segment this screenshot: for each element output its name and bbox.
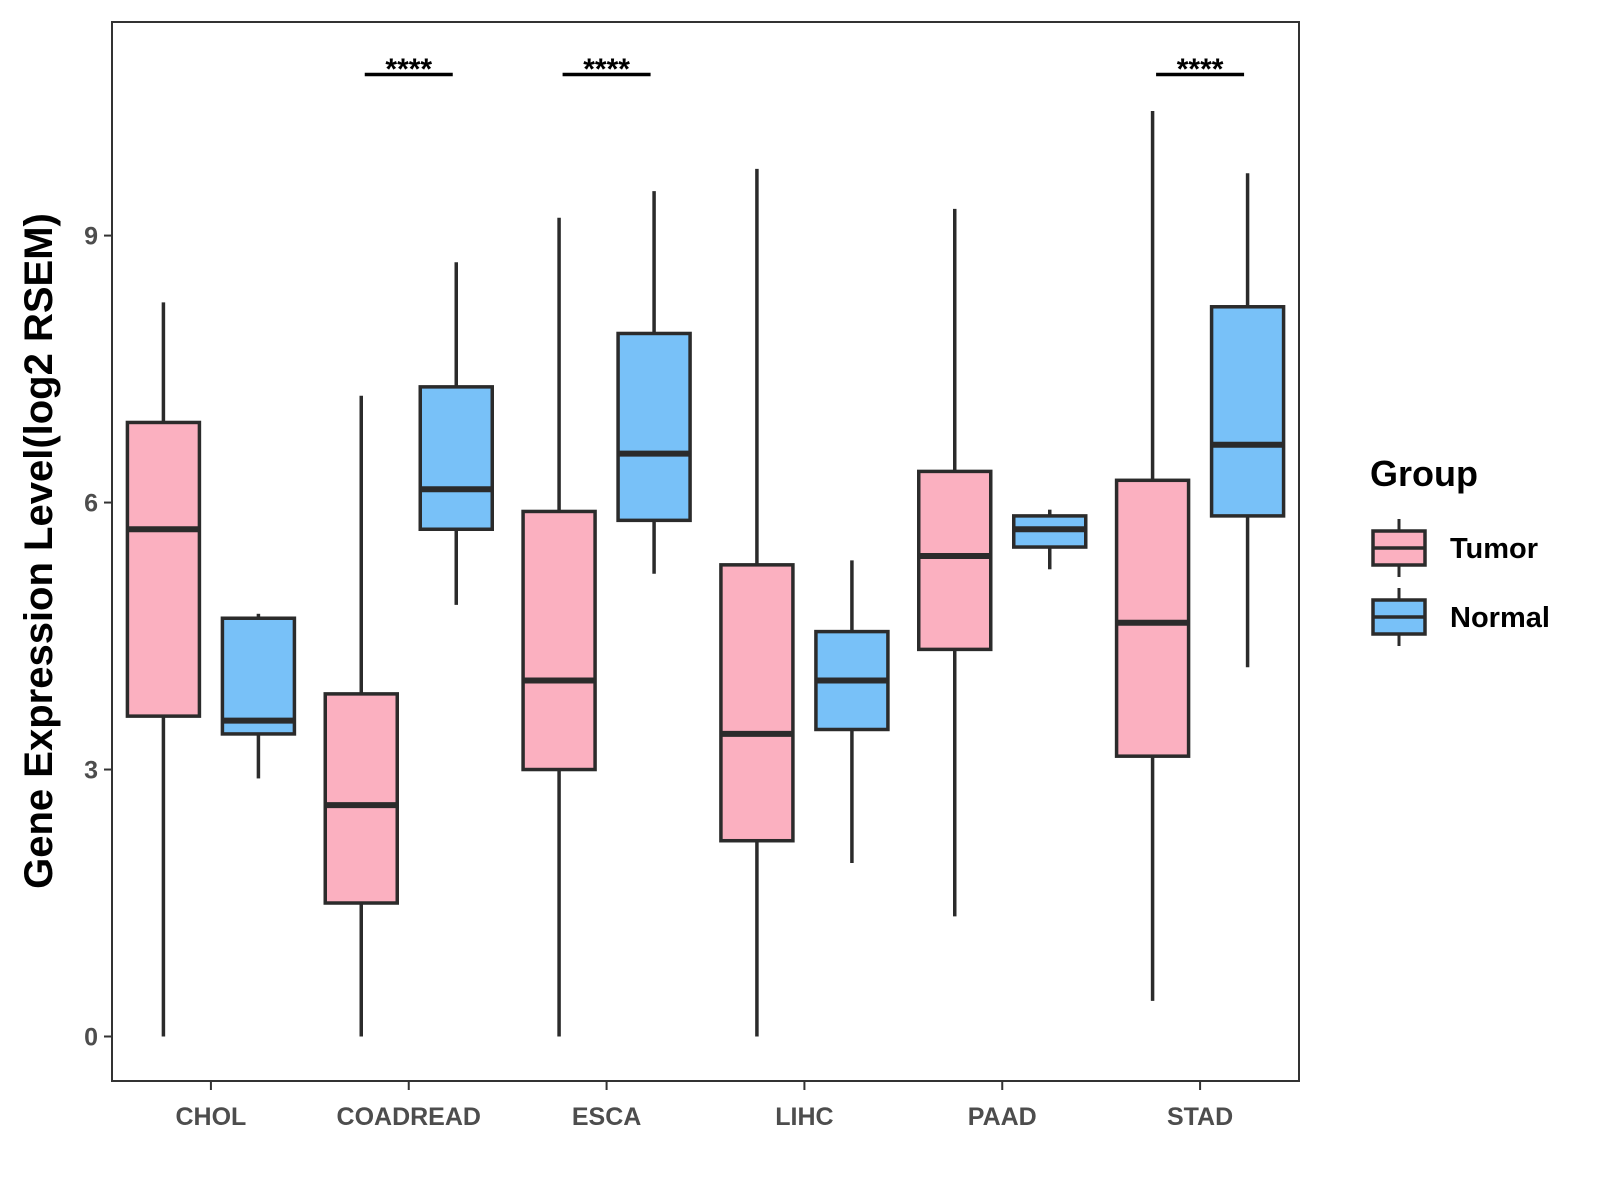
significance-label: **** [583, 53, 630, 86]
x-tick-label: ESCA [572, 1103, 641, 1131]
tumor-box [125, 302, 202, 1037]
box-body [125, 420, 202, 718]
legend: Group Tumor Normal [1370, 453, 1550, 646]
box-body [719, 563, 795, 843]
box-body [917, 469, 993, 652]
x-tick-label: CHOL [176, 1103, 247, 1131]
normal-box [616, 191, 692, 574]
y-axis: 0 3 6 9 [84, 223, 112, 1052]
x-tick-label: STAD [1167, 1103, 1233, 1131]
normal-box [814, 560, 890, 863]
legend-item-normal: Normal [1371, 588, 1550, 646]
x-tick-label: PAAD [968, 1103, 1037, 1131]
legend-title: Group [1370, 453, 1478, 494]
significance-marker: **** [562, 53, 651, 86]
x-tick-label: LIHC [775, 1103, 833, 1131]
box-body [1209, 305, 1286, 518]
x-tick-label: COADREAD [337, 1103, 481, 1131]
y-axis-label: Gene Expression Level(log2 RSEM) [17, 213, 61, 889]
tumor-box [323, 395, 399, 1037]
legend-label: Tumor [1450, 533, 1538, 565]
y-tick-label: 9 [84, 223, 98, 251]
x-axis: CHOL COADREAD ESCA LIHC PAAD STAD [176, 1081, 1233, 1131]
significance-label: **** [1177, 53, 1224, 86]
tumor-box [917, 208, 993, 917]
box-body [1114, 478, 1191, 758]
box-group [125, 110, 1286, 1037]
significance-marker: **** [364, 53, 453, 86]
normal-box [1012, 509, 1088, 570]
box-body [418, 385, 494, 532]
plot-panel-border [111, 21, 1300, 1082]
tumor-box [719, 168, 795, 1037]
box-body [220, 616, 297, 736]
legend-label: Normal [1450, 602, 1550, 634]
normal-box [418, 262, 494, 605]
box-body [323, 692, 399, 905]
legend-item-tumor: Tumor [1371, 519, 1538, 577]
significance-marker: **** [1156, 53, 1245, 86]
y-tick-label: 3 [84, 757, 98, 785]
tumor-box [521, 217, 597, 1037]
y-tick-label: 0 [84, 1024, 98, 1052]
significance-label: **** [385, 53, 432, 86]
box-body [521, 509, 597, 772]
normal-box [220, 613, 297, 779]
box-body [616, 331, 692, 523]
significance-annotations: **** **** **** [364, 53, 1245, 86]
normal-box [1209, 173, 1286, 668]
tumor-box [1114, 110, 1191, 1001]
y-tick-label: 6 [84, 490, 98, 518]
